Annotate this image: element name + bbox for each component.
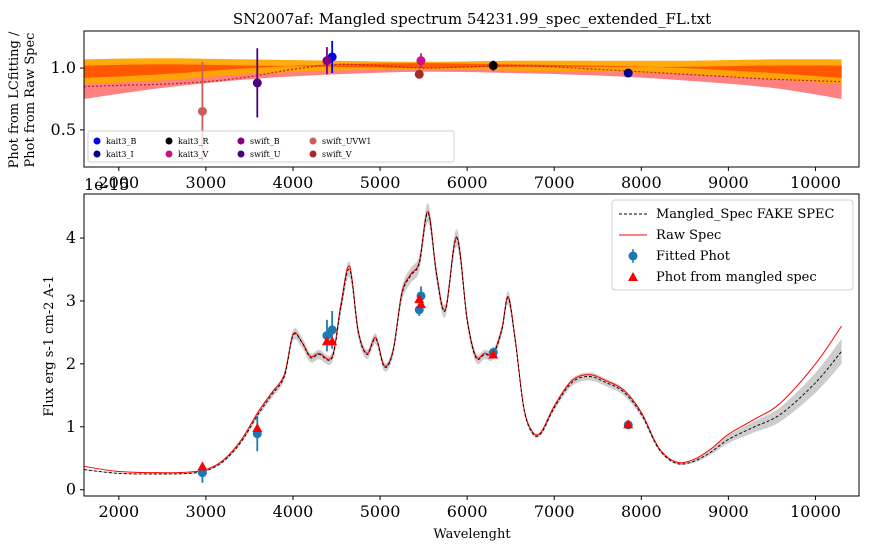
fitted-phot-point — [327, 325, 337, 335]
bottom-ytick-label: 1 — [66, 417, 76, 436]
top-xtick-label: 3000 — [186, 173, 227, 192]
top-legend-marker — [165, 137, 173, 145]
bottom-ytick-label: 4 — [66, 228, 76, 247]
top-xtick-label: 2000 — [98, 173, 139, 192]
legend-photmangled-marker — [628, 272, 638, 281]
legend-fitted-label: Fitted Phot — [656, 249, 731, 264]
bottom-xtick-label: 8000 — [621, 502, 662, 521]
top-legend-label: kait3_V — [178, 150, 208, 159]
phot-mangled-point — [623, 419, 634, 429]
bottom-xtick-label: 7000 — [534, 502, 575, 521]
bottom-plot-area — [83, 203, 843, 483]
phot-mangled-point — [197, 461, 208, 471]
top-ylabel-line1: Phot from LCfitting / — [7, 31, 22, 168]
top-legend-marker — [237, 150, 245, 158]
phot-mangled-point — [415, 299, 426, 309]
top-legend-items: kait3_Bkait3_Ikait3_Rkait3_Vswift_Bswift… — [93, 137, 372, 159]
bottom-ytick-label: 0 — [66, 480, 76, 499]
offset-text: 1e-15 — [84, 175, 129, 194]
legend-photmangled-label: Phot from mangled spec — [656, 270, 817, 285]
top-plot-area — [83, 40, 842, 161]
bottom-xtick-label: 2000 — [98, 502, 139, 521]
top-point — [623, 68, 633, 78]
bottom-xtick-label: 3000 — [186, 502, 227, 521]
top-ytick-label: 0.5 — [51, 120, 76, 139]
top-legend-label: kait3_I — [106, 150, 134, 159]
top-legend-label: swift_UVW1 — [322, 137, 372, 146]
ratio-band-orange — [84, 58, 842, 85]
bottom-ylabel-group: Flux erg s-1 cm-2 A-1 — [42, 275, 57, 416]
top-xtick-label: 9000 — [708, 173, 749, 192]
top-xtick-label: 6000 — [447, 173, 488, 192]
phot-mangled-point — [252, 423, 263, 433]
bottom-xtick-label: 9000 — [708, 502, 749, 521]
top-xtick-label: 8000 — [621, 173, 662, 192]
top-legend: kait3_Bkait3_Ikait3_Rkait3_Vswift_Bswift… — [87, 130, 455, 163]
bottom-axes-frame — [83, 193, 860, 497]
top-point — [488, 61, 498, 71]
bottom-xtick-label: 4000 — [273, 502, 314, 521]
bottom-xtick-label: 10000 — [790, 502, 841, 521]
top-xtick-label: 10000 — [790, 173, 841, 192]
top-ytick-label: 1.0 — [51, 58, 76, 77]
top-legend-box — [87, 130, 455, 163]
top-x-ticks: 2000 3000 4000 5000 6000 7000 8000 9000 10000 — [98, 167, 841, 192]
top-legend-label: swift_V — [322, 150, 352, 159]
bottom-y-ticks: 0 1 2 3 4 — [66, 228, 84, 499]
top-legend-marker — [93, 150, 101, 158]
phot-mangled-point — [488, 349, 499, 359]
top-legend-marker — [165, 150, 173, 158]
top-point — [414, 69, 424, 79]
legend-mangled-label: Mangled_Spec FAKE SPEC — [656, 207, 835, 222]
mangled-spec-line — [83, 212, 842, 475]
top-legend-label: kait3_B — [106, 137, 136, 146]
top-point — [197, 106, 207, 116]
top-point — [252, 78, 262, 88]
bottom-xtick-label: 5000 — [360, 502, 401, 521]
bottom-x-ticks: 2000 3000 4000 5000 6000 7000 8000 9000 10000 — [98, 496, 841, 521]
top-legend-marker — [237, 137, 245, 145]
bottom-xtick-label: 6000 — [447, 502, 488, 521]
top-axes-frame — [83, 30, 860, 168]
phot-mangled-point — [327, 336, 338, 346]
top-legend-label: swift_B — [250, 137, 280, 146]
top-legend-marker — [93, 137, 101, 145]
top-ylabel: Phot from LCfitting / Phot from Raw Spec — [7, 31, 38, 168]
bottom-legend: Mangled_Spec FAKE SPEC Raw Spec Fitted P… — [611, 199, 854, 291]
fitted-phot-point — [197, 468, 207, 478]
top-point — [416, 56, 426, 66]
ratio-band-red — [84, 63, 842, 78]
fitted-phot-point — [322, 331, 332, 341]
top-y-ticks: 0.5 1.0 — [51, 58, 84, 139]
top-ylabel-line2: Phot from Raw Spec — [23, 33, 38, 168]
top-xtick-label: 5000 — [360, 173, 401, 192]
top-title: SN2007af: Mangled spectrum 54231.99_spec… — [233, 10, 711, 28]
top-legend-label: kait3_R — [178, 137, 209, 146]
bottom-ytick-label: 2 — [66, 354, 76, 373]
top-xtick-label: 7000 — [534, 173, 575, 192]
ratio-curve — [83, 63, 842, 88]
top-legend-marker — [309, 150, 317, 158]
top-point — [322, 56, 332, 66]
top-xtick-label: 4000 — [273, 173, 314, 192]
bottom-legend-box — [611, 199, 854, 291]
legend-fitted-marker — [628, 251, 638, 261]
bottom-ylabel: Flux erg s-1 cm-2 A-1 — [42, 275, 57, 416]
top-legend-marker — [309, 137, 317, 145]
legend-raw-label: Raw Spec — [656, 228, 721, 243]
top-legend-label: swift_U — [250, 150, 281, 159]
bottom-ytick-label: 3 — [66, 291, 76, 310]
bottom-xlabel: Wavelenght — [433, 527, 511, 542]
